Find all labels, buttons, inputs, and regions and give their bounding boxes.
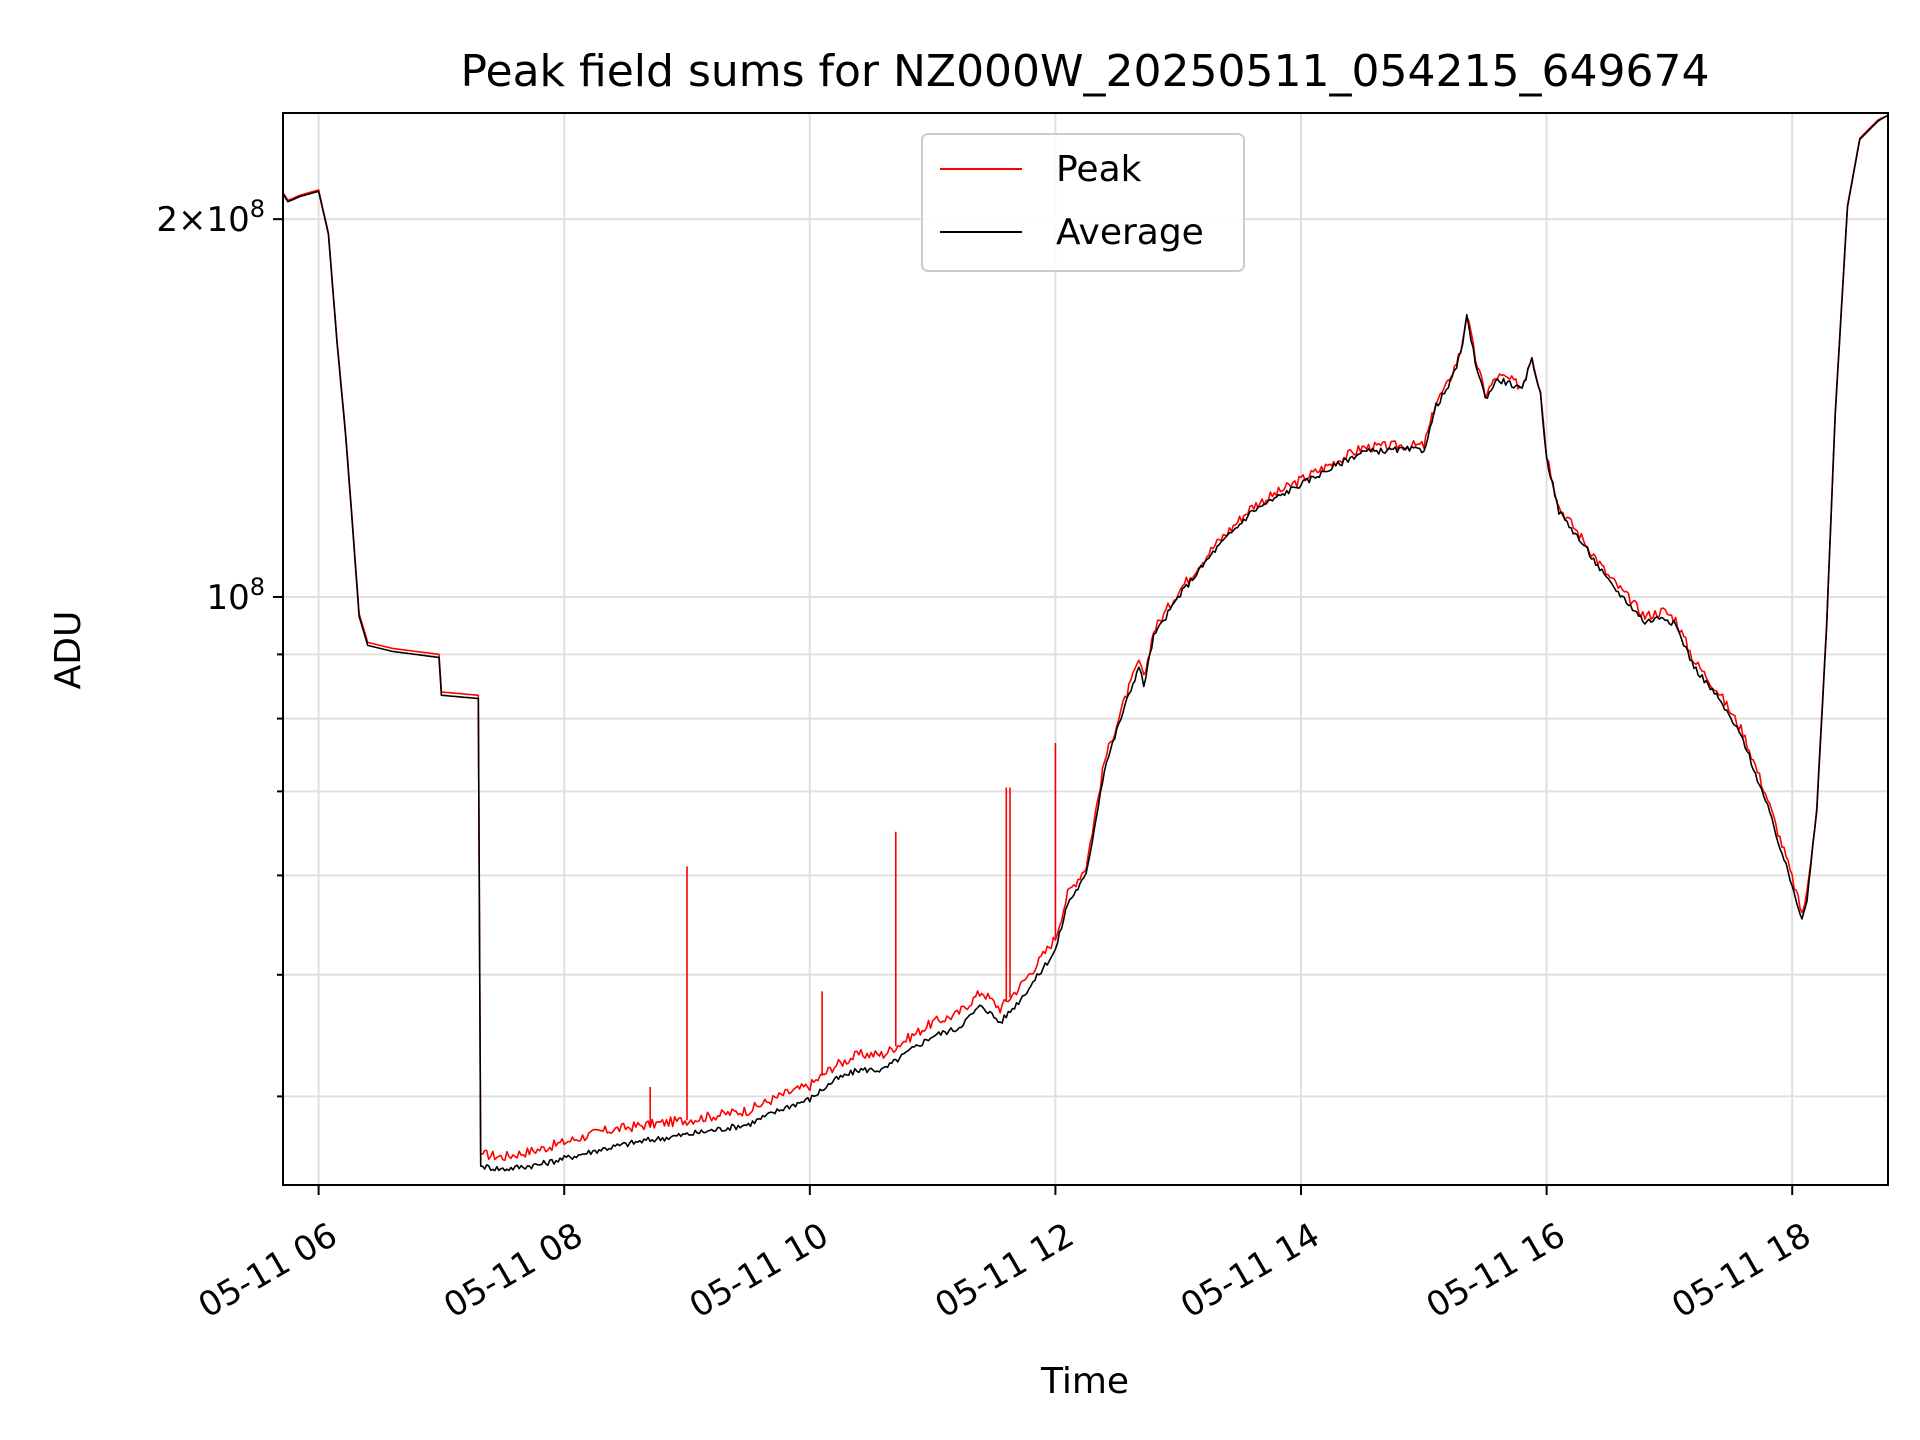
legend-label-peak: Peak xyxy=(1056,149,1142,190)
legend-label-average: Average xyxy=(1056,212,1204,253)
y-axis-label: ADU xyxy=(48,611,89,690)
y-axis-ticks: 108 2×108 xyxy=(156,195,283,1098)
plot-series xyxy=(282,114,1889,1172)
y-tick-label: 2×108 xyxy=(156,195,265,240)
chart-title: Peak field sums for NZ000W_20250511_0542… xyxy=(461,46,1710,97)
legend: Peak Average xyxy=(921,133,1245,272)
series-line-peak xyxy=(282,114,1889,1162)
y-tick-label: 108 xyxy=(206,573,265,618)
series-line-average xyxy=(282,114,1889,1172)
plot-frame xyxy=(282,112,1889,1186)
x-axis-label: Time xyxy=(1040,1361,1129,1402)
